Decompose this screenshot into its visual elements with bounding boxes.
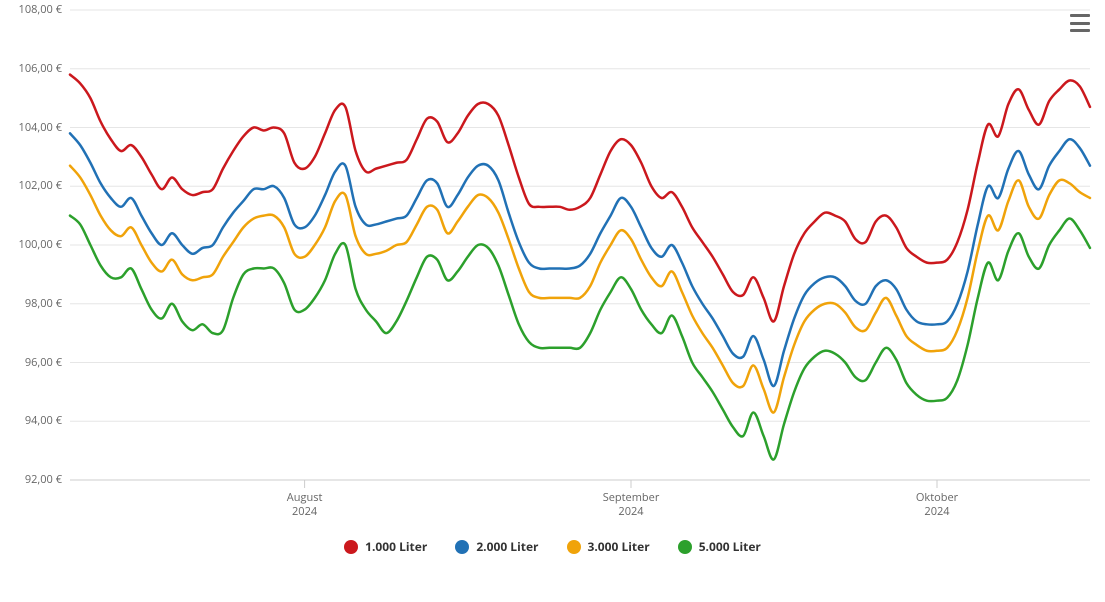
legend-swatch [678, 540, 692, 554]
x-axis-tick-label: Oktober [916, 492, 958, 504]
legend-swatch [344, 540, 358, 554]
legend-swatch [455, 540, 469, 554]
y-axis-tick-label: 106,00 € [19, 63, 62, 75]
legend-item[interactable]: 3.000 Liter [567, 538, 650, 555]
legend-label: 2.000 Liter [476, 538, 538, 555]
x-axis-tick-sublabel: 2024 [292, 506, 317, 518]
y-axis-tick-label: 102,00 € [19, 180, 62, 192]
x-axis-tick-label: August [287, 492, 323, 504]
series-line [70, 216, 1090, 460]
legend-item[interactable]: 1.000 Liter [344, 538, 427, 555]
legend-label: 5.000 Liter [699, 538, 761, 555]
y-axis-tick-label: 92,00 € [25, 474, 62, 486]
legend-swatch [567, 540, 581, 554]
x-axis-tick-sublabel: 2024 [924, 506, 949, 518]
series-line [70, 166, 1090, 413]
x-axis-tick-label: September [603, 492, 660, 504]
y-axis-tick-label: 108,00 € [19, 4, 62, 16]
series-line [70, 75, 1090, 322]
chart-legend: 1.000 Liter 2.000 Liter 3.000 Liter 5.000 L… [0, 538, 1105, 555]
y-axis-tick-label: 98,00 € [25, 298, 62, 310]
legend-label: 1.000 Liter [365, 538, 427, 555]
y-axis-tick-label: 100,00 € [19, 239, 62, 251]
y-axis-tick-label: 96,00 € [25, 356, 62, 368]
y-axis-tick-label: 94,00 € [25, 415, 62, 427]
legend-item[interactable]: 5.000 Liter [678, 538, 761, 555]
y-axis-tick-label: 104,00 € [19, 121, 62, 133]
line-chart: 1.000 Liter 2.000 Liter 3.000 Liter 5.000 L… [0, 0, 1105, 602]
x-axis-tick-sublabel: 2024 [618, 506, 643, 518]
legend-label: 3.000 Liter [588, 538, 650, 555]
legend-item[interactable]: 2.000 Liter [455, 538, 538, 555]
